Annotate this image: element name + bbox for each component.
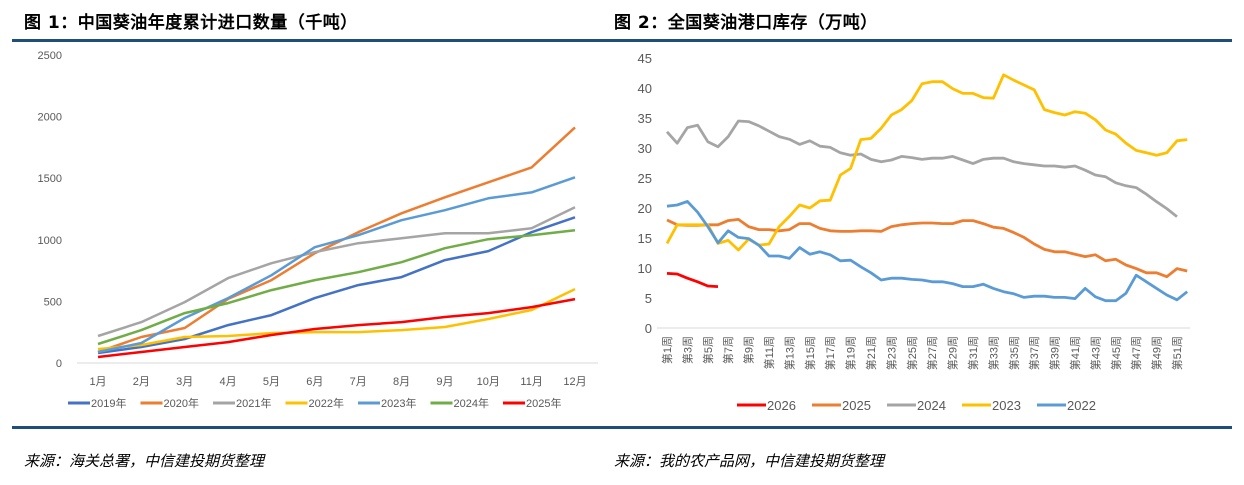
x-tick-label: 7月 [350, 376, 367, 388]
figure-1-title: 图 1：中国葵油年度累计进口数量（千吨） [24, 13, 358, 33]
figure-2-source: 来源：我的农产品网，中信建投期货整理 [614, 452, 885, 470]
x-tick-label: 4月 [220, 376, 237, 388]
legend-label-2021年: 2021年 [236, 396, 271, 410]
legend-label-2024年: 2024年 [454, 396, 489, 410]
y-tick-label: 1500 [38, 173, 62, 185]
x-tick-label: 第31周 [966, 336, 980, 370]
x-tick-label: 第19周 [844, 336, 858, 370]
legend-label-2025: 2025 [842, 398, 871, 413]
x-tick-label: 第43周 [1088, 336, 1102, 370]
series-line-2019年 [97, 216, 576, 355]
y-tick-label: 2000 [38, 112, 62, 124]
x-tick-label: 第37周 [1027, 336, 1041, 370]
y-tick-label: 15 [638, 231, 652, 246]
series-line-2022 [666, 199, 1189, 303]
x-tick-label: 第35周 [1007, 336, 1021, 370]
x-tick-label: 第27周 [925, 336, 939, 370]
series-line-2021年 [97, 206, 576, 338]
x-tick-label: 第41周 [1068, 336, 1082, 370]
x-tick-label: 12月 [563, 376, 586, 388]
legend-label-2024: 2024 [917, 398, 946, 413]
y-tick-label: 2500 [38, 50, 62, 62]
x-tick-label: 10月 [477, 376, 500, 388]
x-tick-label: 第49周 [1150, 336, 1164, 370]
x-tick-label: 第3周 [680, 336, 694, 364]
series-line-2025 [666, 217, 1188, 279]
x-tick-label: 第51周 [1170, 336, 1184, 370]
x-tick-label: 8月 [393, 376, 410, 388]
figure-2-title: 图 2：全国葵油港口库存（万吨） [614, 13, 878, 33]
legend-label-2022年: 2022年 [309, 396, 344, 410]
x-tick-label: 1月 [89, 376, 106, 388]
y-tick-label: 1000 [38, 235, 62, 247]
x-tick-label: 第11周 [762, 336, 776, 369]
x-tick-label: 第45周 [1109, 336, 1123, 370]
y-tick-label: 25 [638, 171, 652, 186]
series-line-2024 [665, 119, 1178, 218]
x-tick-label: 5月 [263, 376, 280, 388]
y-tick-label: 0 [56, 358, 62, 370]
y-tick-label: 0 [645, 321, 652, 336]
x-tick-label: 2月 [133, 376, 150, 388]
title-divider [12, 39, 1232, 42]
x-tick-label: 3月 [176, 376, 193, 388]
x-tick-label: 第39周 [1048, 336, 1062, 370]
x-tick-label: 第13周 [782, 336, 796, 370]
series-line-2024年 [97, 228, 576, 346]
x-tick-label: 第7周 [721, 336, 735, 364]
y-tick-label: 30 [638, 141, 652, 156]
y-tick-label: 45 [638, 51, 652, 66]
source-divider [12, 426, 1232, 429]
x-tick-label: 第9周 [742, 336, 756, 364]
x-tick-label: 第25周 [905, 336, 919, 370]
x-tick-label: 6月 [306, 376, 323, 388]
y-tick-label: 40 [638, 81, 652, 96]
x-tick-label: 第15周 [803, 336, 817, 370]
y-tick-label: 5 [645, 291, 652, 306]
legend-label-2025年: 2025年 [526, 396, 561, 410]
series-line-2022年 [97, 287, 576, 351]
x-tick-label: 11月 [520, 376, 542, 388]
legend-label-2022: 2022 [1067, 398, 1096, 413]
x-tick-label: 第33周 [986, 336, 1000, 370]
figure-1-source: 来源：海关总署，中信建投期货整理 [24, 452, 265, 470]
y-tick-label: 35 [638, 111, 652, 126]
y-tick-label: 10 [638, 261, 652, 276]
chart-import-volume: 0 500 1000 1500 2000 2500 1月 2月 3月 4月 5月 6月 7月 8月 9月 10… [38, 50, 598, 410]
series-line-2026 [666, 272, 719, 288]
x-tick-label: 9月 [436, 376, 453, 388]
x-tick-label: 第5周 [701, 336, 715, 364]
legend-label-2023: 2023 [992, 398, 1021, 413]
series-line-2020年 [97, 126, 576, 354]
x-tick-label: 第21周 [864, 336, 878, 370]
legend-label-2020年: 2020年 [164, 396, 199, 410]
x-tick-label: 第17周 [823, 336, 837, 370]
legend-label-2026: 2026 [767, 398, 796, 413]
legend-label-2019年: 2019年 [91, 396, 126, 410]
y-tick-label: 500 [44, 296, 62, 308]
legend-label-2023年: 2023年 [381, 396, 416, 410]
x-tick-label: 第29周 [946, 336, 960, 370]
y-tick-label: 20 [638, 201, 652, 216]
series-line-2025年 [97, 297, 576, 359]
x-tick-label: 第23周 [884, 336, 898, 370]
series-line-2023年 [97, 176, 576, 354]
x-tick-label: 第1周 [660, 336, 674, 364]
x-tick-label: 第47周 [1129, 336, 1143, 370]
